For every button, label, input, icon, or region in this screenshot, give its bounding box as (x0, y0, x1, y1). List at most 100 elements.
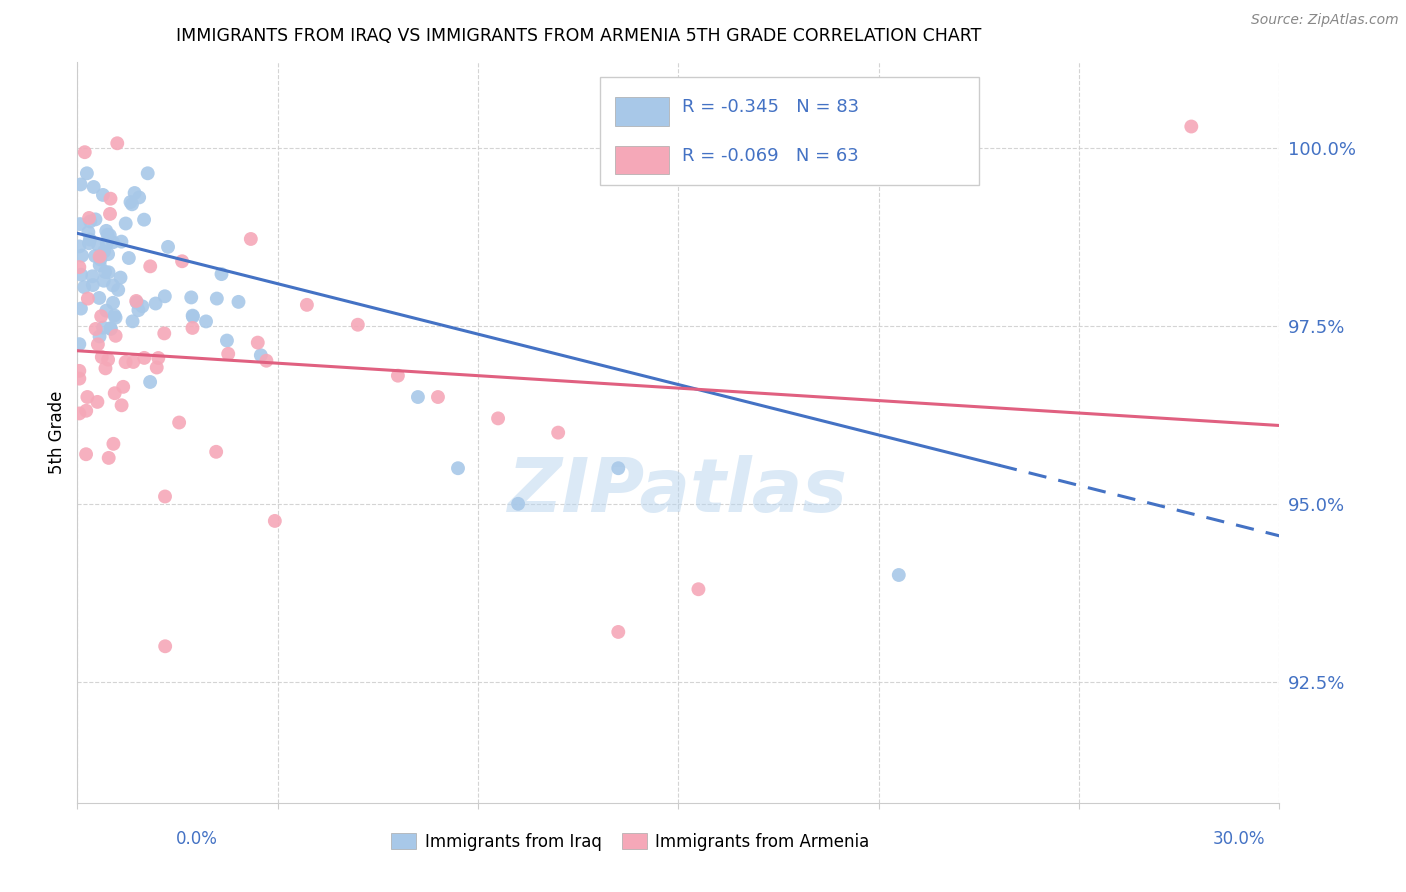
Point (67, 364, 90, 378)
Point (180, 290, 202, 304)
Point (69, 178, 91, 192)
Point (89, 250, 111, 264)
Point (124, 186, 146, 200)
Point (100, 321, 122, 335)
Point (104, 386, 127, 401)
Point (295, 298, 318, 312)
Point (112, 380, 135, 394)
Point (427, 390, 450, 404)
Point (195, 314, 218, 328)
Point (96, 224, 118, 238)
Point (547, 425, 569, 440)
Point (93, 274, 115, 288)
Legend: Immigrants from Iraq, Immigrants from Armenia: Immigrants from Iraq, Immigrants from Ar… (385, 826, 876, 857)
Point (263, 514, 285, 528)
FancyBboxPatch shape (614, 97, 669, 126)
Point (89, 291, 111, 305)
Point (84, 322, 107, 336)
Point (73, 280, 96, 294)
Point (228, 294, 250, 309)
Point (67, 371, 90, 385)
Point (181, 321, 204, 335)
Point (217, 347, 239, 361)
Point (157, 240, 180, 254)
Point (172, 254, 194, 268)
Point (101, 278, 124, 293)
Point (89, 329, 111, 343)
Text: ZIPatlas: ZIPatlas (509, 455, 848, 528)
Point (211, 267, 233, 281)
Point (94, 361, 117, 376)
Point (97, 247, 120, 261)
Point (90, 350, 112, 364)
Point (98, 228, 121, 243)
Point (1180, 120, 1202, 134)
Point (121, 314, 143, 328)
Point (254, 353, 277, 368)
Point (134, 351, 156, 365)
Point (100, 322, 122, 336)
Point (387, 368, 409, 383)
Point (607, 624, 630, 639)
Point (607, 461, 630, 475)
Point (486, 411, 509, 425)
Point (76, 166, 98, 180)
Point (139, 260, 162, 274)
Text: IMMIGRANTS FROM IRAQ VS IMMIGRANTS FROM ARMENIA 5TH GRADE CORRELATION CHART: IMMIGRANTS FROM IRAQ VS IMMIGRANTS FROM … (176, 27, 981, 45)
Point (76, 292, 98, 306)
Point (104, 328, 127, 343)
Point (239, 232, 262, 246)
Point (205, 445, 228, 459)
Point (87, 337, 110, 351)
Point (75, 403, 97, 417)
Point (79, 214, 101, 228)
Point (131, 299, 153, 313)
Point (98, 207, 121, 221)
Point (70, 301, 93, 316)
Point (103, 309, 125, 323)
Point (97, 227, 120, 242)
Point (96, 236, 118, 251)
Point (246, 335, 269, 350)
Point (125, 293, 148, 308)
Text: R = -0.345   N = 83: R = -0.345 N = 83 (682, 98, 859, 116)
Point (406, 390, 429, 404)
Point (90, 310, 112, 324)
Point (167, 416, 190, 430)
Point (77, 211, 100, 225)
Point (132, 212, 155, 227)
Point (107, 283, 129, 297)
Point (67, 406, 90, 420)
Point (148, 351, 170, 365)
Point (114, 217, 136, 231)
Point (67, 260, 90, 274)
Point (84, 212, 107, 227)
Point (139, 375, 162, 389)
Point (70, 268, 93, 282)
Point (122, 355, 145, 369)
Point (153, 326, 176, 341)
Point (97, 450, 120, 465)
Point (89, 258, 111, 272)
Point (77, 236, 100, 251)
Point (110, 270, 132, 285)
Point (101, 295, 124, 310)
Point (250, 348, 273, 362)
Point (127, 303, 149, 318)
Point (145, 360, 167, 375)
Point (110, 235, 132, 249)
Point (67, 239, 90, 253)
Point (75, 447, 97, 461)
Point (94, 265, 117, 279)
Point (89, 252, 111, 267)
Point (67, 337, 90, 351)
Point (125, 295, 148, 310)
Point (120, 195, 142, 210)
Point (153, 289, 176, 303)
Point (153, 640, 176, 654)
Text: Source: ZipAtlas.com: Source: ZipAtlas.com (1251, 13, 1399, 28)
Point (86, 395, 108, 409)
Point (118, 251, 141, 265)
Y-axis label: 5th Grade: 5th Grade (48, 391, 66, 475)
Point (105, 136, 128, 151)
